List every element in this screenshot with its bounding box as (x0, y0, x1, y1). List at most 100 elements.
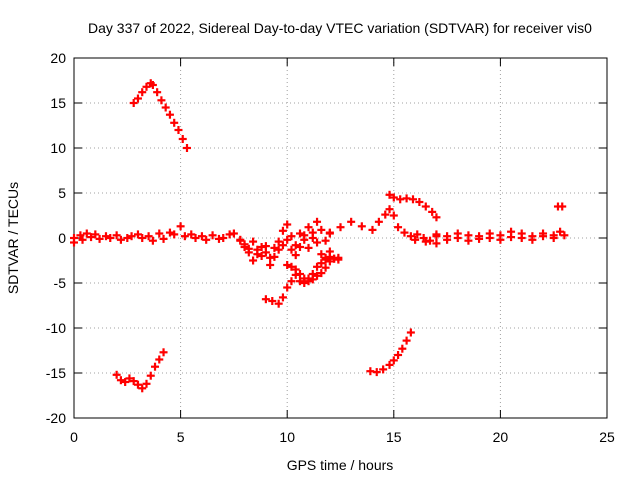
data-point (146, 371, 155, 380)
data-point (385, 205, 394, 214)
data-point (336, 223, 345, 232)
data-point (138, 234, 147, 242)
data-point (123, 234, 132, 242)
data-point (283, 235, 292, 244)
data-point (443, 232, 452, 241)
data-point (249, 237, 258, 246)
data-point (249, 256, 258, 265)
data-point (464, 231, 473, 240)
data-point (421, 202, 430, 211)
data-point (283, 283, 292, 292)
data-point (214, 234, 223, 243)
data-point (313, 262, 322, 271)
x-tick-label: 15 (386, 429, 402, 445)
data-point (116, 235, 125, 244)
data-point (308, 275, 317, 284)
data-point (304, 223, 313, 232)
data-point (317, 259, 326, 268)
data-point (101, 232, 110, 241)
data-point (155, 355, 164, 364)
data-point (274, 237, 283, 246)
data-point (151, 362, 160, 371)
data-point (278, 226, 287, 235)
data-point (191, 234, 200, 242)
data-point (112, 231, 121, 240)
data-point (174, 126, 183, 134)
data-point (357, 222, 366, 231)
data-point (304, 243, 313, 252)
data-point (266, 261, 275, 269)
data-point (180, 232, 189, 241)
data-point (317, 269, 326, 278)
data-point (295, 277, 304, 286)
data-point (374, 217, 383, 226)
data-point (116, 376, 125, 385)
series-afternoon-rise (325, 205, 441, 245)
data-point (402, 336, 411, 345)
data-point (106, 234, 115, 242)
y-tick-label: 20 (50, 50, 66, 66)
data-point (274, 245, 283, 254)
data-point (91, 230, 100, 239)
data-point (428, 207, 437, 216)
data-point (148, 236, 157, 245)
data-point (295, 243, 304, 251)
data-point (178, 135, 187, 143)
x-tick-labels: 0 5 10 15 20 25 (70, 429, 615, 445)
data-point (278, 241, 287, 250)
x-tick-label: 0 (70, 429, 78, 445)
series-low-arc-early (112, 348, 168, 393)
y-tick-labels: -20 -15 -10 -5 0 5 10 15 20 (46, 50, 66, 426)
data-point (138, 384, 147, 393)
data-point (385, 190, 394, 199)
data-point (159, 234, 168, 243)
data-point (381, 210, 390, 219)
data-point (257, 252, 266, 260)
data-point (240, 243, 249, 251)
data-point (413, 230, 422, 239)
data-point (432, 230, 441, 239)
data-point (268, 297, 277, 305)
data-point (225, 230, 234, 239)
data-point (406, 328, 415, 337)
data-point (507, 227, 516, 236)
series-high-arc-early (129, 79, 191, 152)
data-point (304, 277, 313, 286)
data-point (148, 81, 157, 89)
data-point (295, 270, 304, 278)
data-point (300, 274, 309, 283)
chart-title: Day 337 of 2022, Sidereal Day-to-day VTE… (88, 20, 592, 36)
series-dip-curve-2 (283, 257, 334, 286)
data-point (144, 232, 153, 241)
data-point (389, 356, 398, 365)
data-point (291, 251, 300, 260)
series-baseline-a (70, 222, 238, 247)
data-point (287, 262, 296, 271)
data-point (165, 228, 174, 237)
data-point (197, 232, 206, 241)
data-point (70, 234, 78, 242)
data-point (153, 88, 162, 97)
data-point (398, 344, 407, 353)
data-point (142, 379, 151, 388)
data-point (539, 229, 548, 238)
data-point (121, 378, 130, 386)
series-afternoon-low (366, 328, 415, 377)
data-point (133, 230, 142, 239)
data-point (78, 235, 87, 244)
data-point (556, 227, 565, 236)
data-point (82, 229, 91, 238)
data-point (95, 234, 104, 243)
y-tick-label: -20 (46, 410, 66, 426)
data-point (133, 380, 142, 389)
data-point (368, 225, 377, 234)
data-point (159, 348, 168, 357)
data-point (236, 236, 245, 245)
data-point (287, 245, 296, 254)
y-tick-label: -10 (46, 320, 66, 336)
data-point (291, 265, 300, 274)
data-point (155, 229, 164, 238)
data-point (112, 370, 121, 379)
data-point (558, 202, 567, 211)
x-tick-label: 25 (599, 429, 615, 445)
